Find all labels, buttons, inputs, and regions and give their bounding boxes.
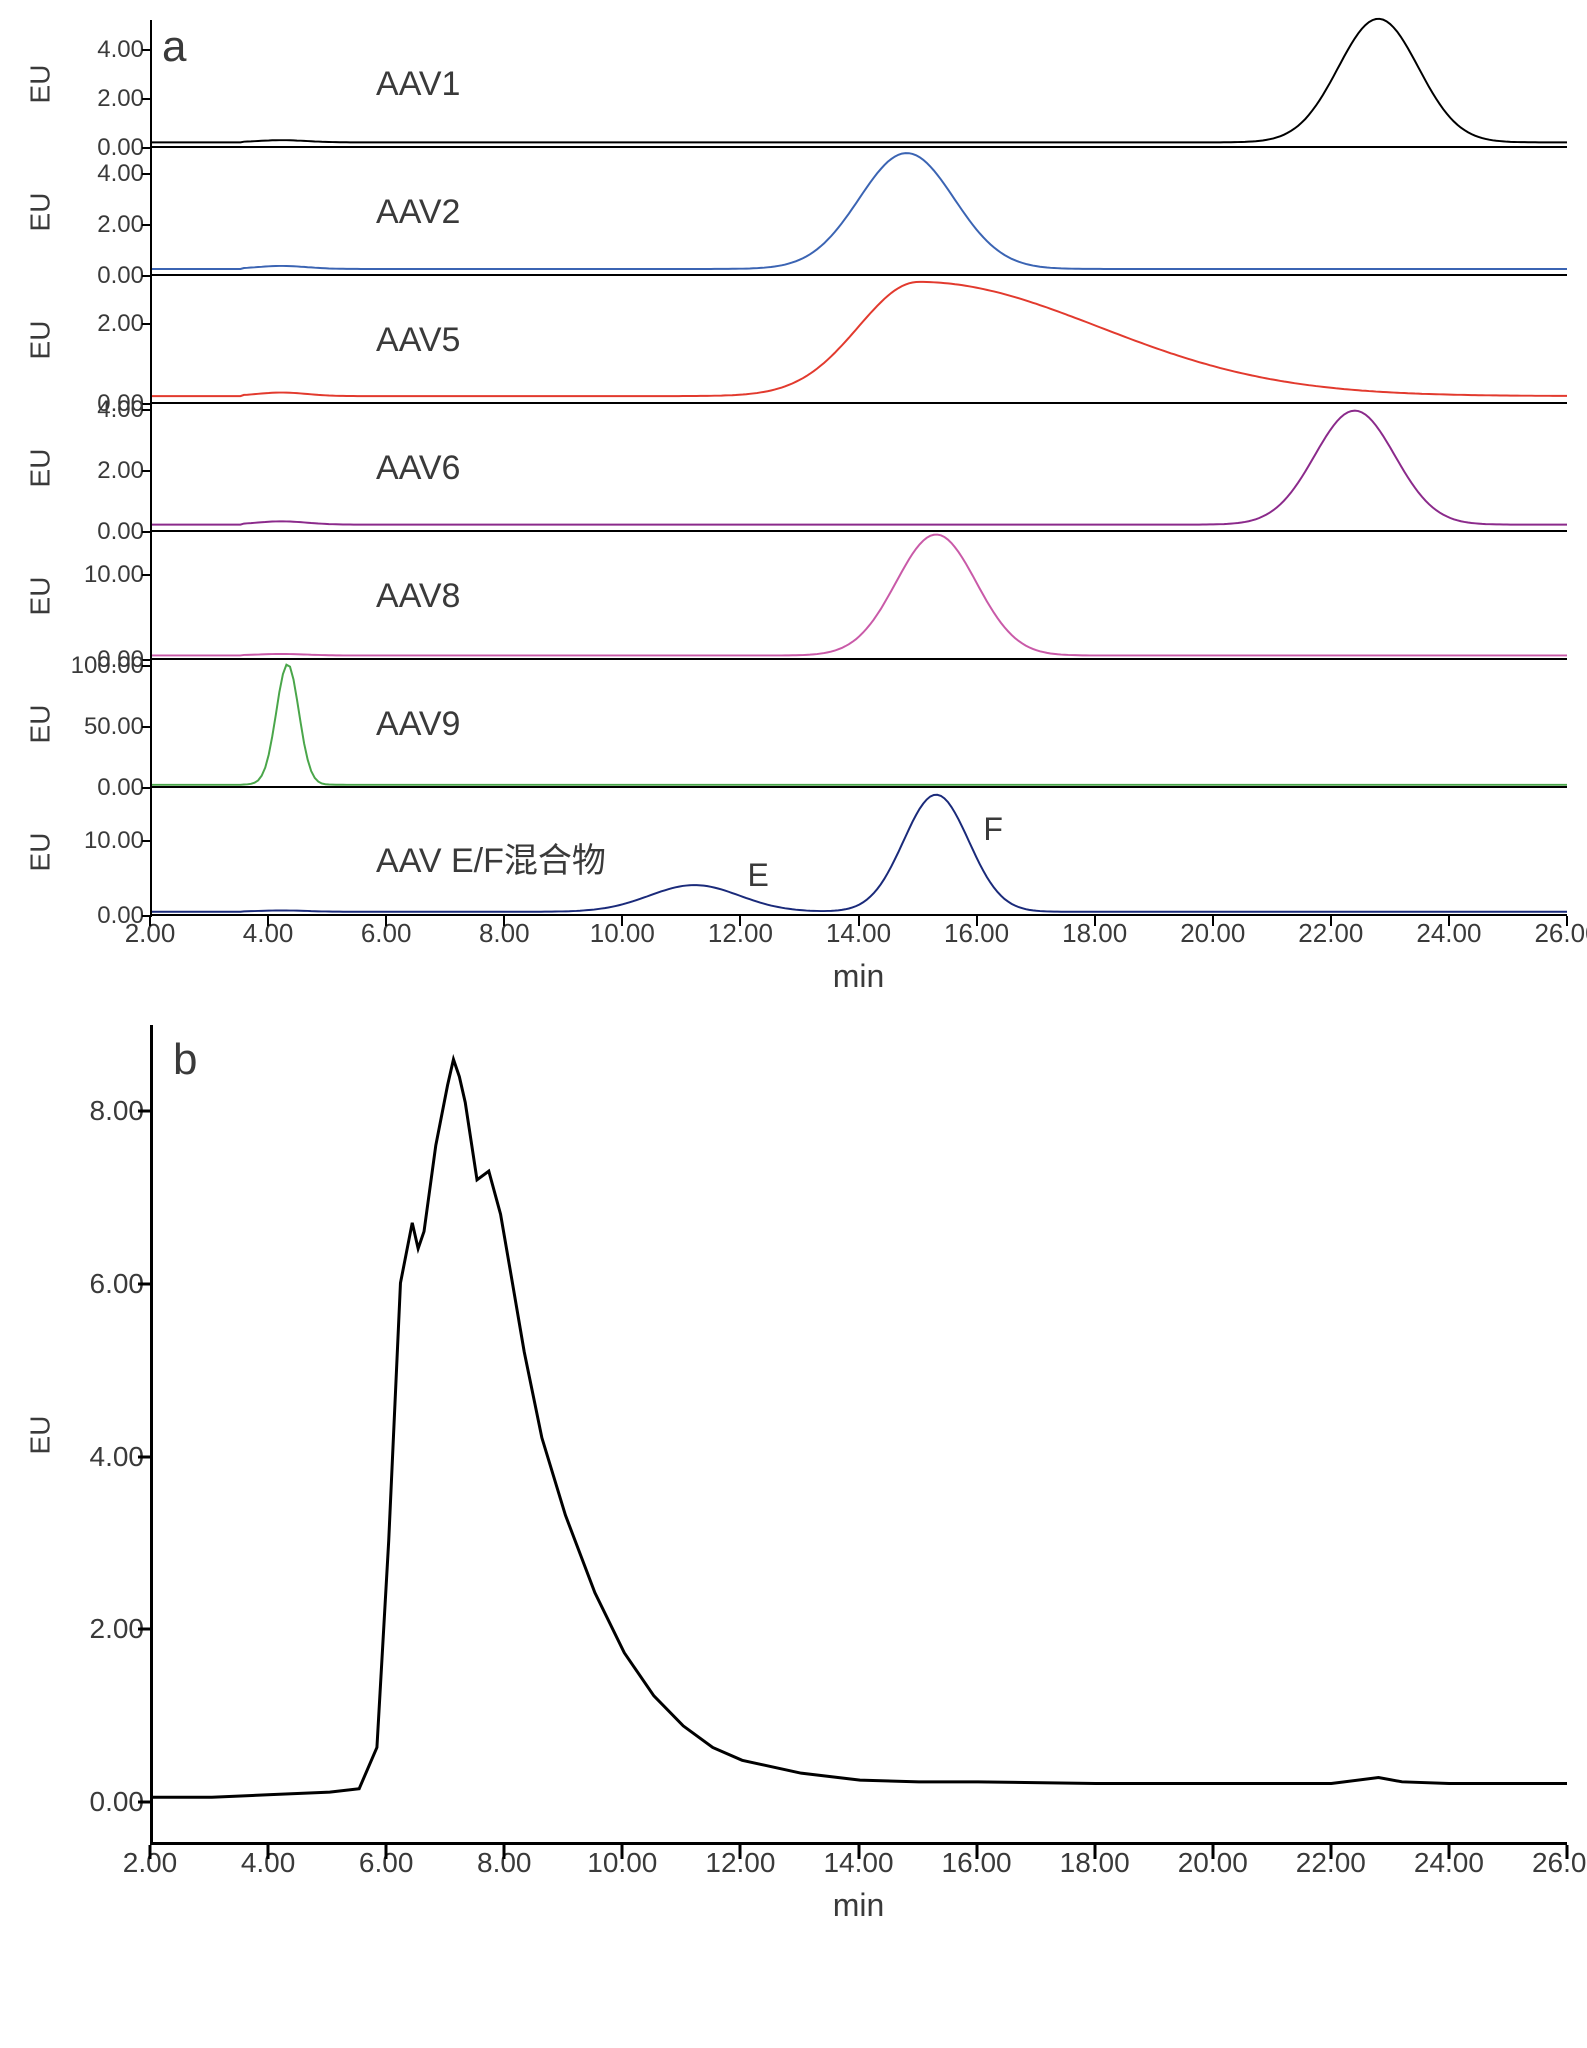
ytick: 2.00	[97, 211, 144, 239]
panel-b-line	[153, 1059, 1567, 1797]
ytick: 8.00	[90, 1095, 145, 1127]
panel-b: EU 0.00 2.00 4.00 6.00 8.00 b	[20, 1025, 1567, 1845]
strip-yticks: 0.0050.00100.00	[60, 660, 150, 788]
strip-plot: AAV5	[150, 276, 1567, 404]
strip-ylabel: EU	[24, 705, 56, 744]
strip-ylabel: EU	[24, 321, 56, 360]
ytick: 100.00	[71, 652, 144, 680]
strip-svg	[152, 276, 1567, 402]
ytick: 2.00	[97, 310, 144, 338]
strip-AAV1: EU0.002.004.00aAAV1	[20, 20, 1567, 148]
strip-ylabel: EU	[24, 833, 56, 872]
ytick: 2.00	[90, 1613, 145, 1645]
strip-svg	[152, 20, 1567, 146]
strip-yticks: 0.0010.00	[60, 532, 150, 660]
panel-b-ylabel-col: EU	[20, 1025, 60, 1845]
panel-b-xlabel: min	[20, 1887, 1567, 1924]
panel-b-yticks: 0.00 2.00 4.00 6.00 8.00	[60, 1025, 150, 1845]
ytick: 10.00	[84, 561, 144, 589]
strip-AAV8: EU0.0010.00AAV8	[20, 532, 1567, 660]
strip-yticks: 0.002.004.00	[60, 20, 150, 148]
panel-a: EU0.002.004.00aAAV1EU0.002.004.00AAV2EU0…	[20, 20, 1567, 995]
strip-AAV5: EU0.002.00AAV5	[20, 276, 1567, 404]
ytick: 10.00	[84, 827, 144, 855]
strip-yticks: 0.002.004.00	[60, 404, 150, 532]
strip-svg	[152, 148, 1567, 274]
ytick: 50.00	[84, 713, 144, 741]
ytick: 2.00	[97, 85, 144, 113]
panel-b-xaxis: 2.004.006.008.0010.0012.0014.0016.0018.0…	[150, 1845, 1567, 1883]
strip-yticks: 0.002.004.00	[60, 148, 150, 276]
panel-b-svg	[153, 1025, 1567, 1842]
strip-ylabel: EU	[24, 449, 56, 488]
strip-yticks: 0.002.00	[60, 276, 150, 404]
strip-AAV6: EU0.002.004.00AAV6	[20, 404, 1567, 532]
series-line	[152, 153, 1567, 269]
xtick: 26.00	[1534, 918, 1587, 949]
strip-ylabel: EU	[24, 577, 56, 616]
ytick: 4.00	[90, 1441, 145, 1473]
strip-svg	[152, 660, 1567, 786]
series-line	[152, 665, 1567, 785]
strip-yticks: 0.0010.00	[60, 788, 150, 916]
panel-a-xaxis-row: 2.004.006.008.0010.0012.0014.0016.0018.0…	[20, 916, 1567, 954]
series-line	[152, 282, 1567, 396]
series-line	[152, 795, 1567, 912]
ytick: 0.00	[90, 1786, 145, 1818]
ytick: 4.00	[97, 396, 144, 424]
strip-AAV2: EU0.002.004.00AAV2	[20, 148, 1567, 276]
xtick: 26.00	[1532, 1847, 1587, 1879]
ytick: 4.00	[97, 36, 144, 64]
panel-b-plot: b	[150, 1025, 1567, 1845]
strip-AAV9: EU0.0050.00100.00AAV9	[20, 660, 1567, 788]
ytick: 2.00	[97, 457, 144, 485]
strip-plot: AAV8	[150, 532, 1567, 660]
ytick: 6.00	[90, 1268, 145, 1300]
strip-svg	[152, 404, 1567, 530]
strip-plot: aAAV1	[150, 20, 1567, 148]
series-line	[152, 19, 1567, 143]
panel-b-xaxis-row: 2.004.006.008.0010.0012.0014.0016.0018.0…	[20, 1845, 1567, 1883]
strip-ylabel: EU	[24, 65, 56, 104]
strip-plot: AAV6	[150, 404, 1567, 532]
series-line	[152, 535, 1567, 656]
series-line	[152, 411, 1567, 525]
strip-ylabel: EU	[24, 193, 56, 232]
strip-svg	[152, 788, 1567, 914]
panel-a-xaxis: 2.004.006.008.0010.0012.0014.0016.0018.0…	[150, 916, 1567, 954]
strip-svg	[152, 532, 1567, 658]
strip-plot: AAV E/F混合物EF	[150, 788, 1567, 916]
ytick: 4.00	[97, 160, 144, 188]
panel-a-xlabel: min	[20, 958, 1567, 995]
strip-AAV_EF_mix: EU0.0010.00AAV E/F混合物EF	[20, 788, 1567, 916]
panel-b-ylabel: EU	[24, 1416, 56, 1455]
strip-plot: AAV2	[150, 148, 1567, 276]
figure: EU0.002.004.00aAAV1EU0.002.004.00AAV2EU0…	[20, 20, 1567, 1924]
strip-plot: AAV9	[150, 660, 1567, 788]
